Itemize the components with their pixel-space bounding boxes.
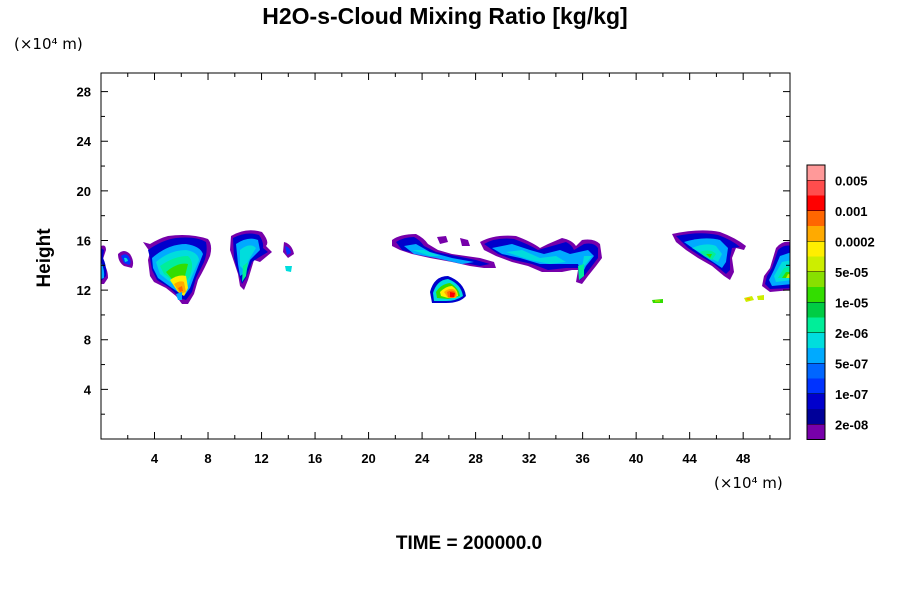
colorbar-swatch [807,271,825,288]
y-tick-label: 16 [77,233,91,248]
colorbar-swatch [807,226,825,242]
y-tick-label: 24 [77,134,92,149]
colorbar-label: 5e-05 [835,265,868,280]
colorbar-swatch [807,195,825,212]
cloud-region [392,234,496,268]
cloud-region [118,251,134,268]
cloud-region [652,299,663,303]
cloud-region [672,230,746,280]
cloud-region [480,235,602,284]
y-tick-label: 28 [77,85,91,100]
colorbar-swatch [807,210,825,227]
colorbar-swatch [807,180,825,196]
x-tick-label: 36 [575,451,589,466]
colorbar-label: 5e-07 [835,356,868,371]
x-tick-label: 4 [151,451,159,466]
cloud-layer [101,230,790,304]
x-tick-label: 8 [204,451,211,466]
colorbar-label: 2e-06 [835,326,868,341]
axis-ticks [101,73,790,439]
colorbar [806,164,826,440]
cloud-region [762,241,790,292]
colorbar-swatch [807,287,825,303]
colorbar-swatch [807,317,825,334]
colorbar-swatch [807,363,825,379]
colorbar-swatch [807,393,825,410]
cloud-region [230,230,272,290]
colorbar-swatch [807,241,825,257]
y-tick-label: 20 [77,184,91,199]
x-unit-label: (×10⁴ m) [714,474,783,492]
cloud-region [143,235,212,304]
colorbar-swatch [807,332,825,349]
colorbar-swatch [807,302,825,318]
colorbar-labels: 0.005 0.001 0.0002 5e-05 1e-05 2e-06 5e-07 1e-0… [835,173,875,432]
y-unit-label: (×10⁴ m) [14,35,83,53]
colorbar-swatch [807,409,825,425]
colorbar-label: 0.001 [835,204,868,219]
x-tick-label: 12 [254,451,268,466]
y-axis-label: Height [34,228,55,288]
x-tick-label: 32 [522,451,536,466]
x-tick-label: 16 [308,451,322,466]
y-tick-label: 12 [77,283,91,298]
colorbar-swatch [807,165,825,181]
cloud-region [430,276,466,303]
time-label: TIME = 200000.0 [396,533,542,554]
colorbar-swatch [807,348,825,364]
cloud-region [101,245,108,284]
colorbar-label: 0.0002 [835,234,875,249]
plot-frame [100,72,791,440]
cloud-region [744,295,764,302]
x-tick-label: 28 [468,451,482,466]
colorbar-label: 2e-08 [835,417,868,432]
colorbar-swatch [807,256,825,273]
colorbar-label: 0.005 [835,173,868,188]
x-tick-label: 48 [736,451,750,466]
colorbar-label: 1e-07 [835,387,868,402]
colorbar-swatch [807,424,825,440]
x-tick-label: 24 [415,451,430,466]
colorbar-swatch [807,378,825,395]
y-tick-label: 4 [84,382,92,397]
x-tick-label: 44 [682,451,697,466]
x-tick-label: 20 [361,451,375,466]
y-tick-label: 8 [84,333,91,348]
x-tick-label: 40 [629,451,643,466]
cloud-region [283,242,294,272]
colorbar-label: 1e-05 [835,295,868,310]
chart-title: H2O-s-Cloud Mixing Ratio [kg/kg] [262,3,627,29]
